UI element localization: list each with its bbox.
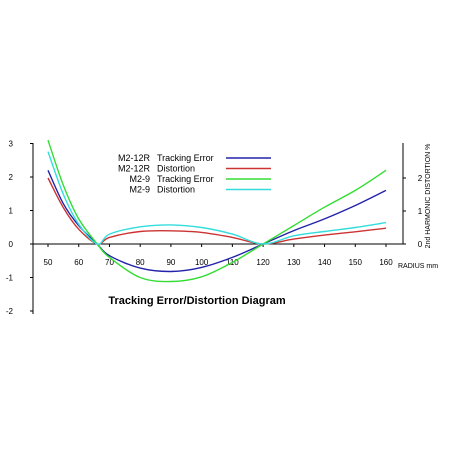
legend: M2-12R Tracking Error M2-12R Distortion M2-9…	[118, 153, 271, 195]
y-left-tick-label: 3	[9, 140, 14, 149]
legend-model-1: M2-12R	[118, 164, 151, 174]
series-line-0	[47, 170, 387, 273]
legend-name-1: Distortion	[157, 164, 195, 174]
x-tick-label: 60	[74, 258, 83, 267]
y-left-tick-label: -1	[6, 274, 14, 283]
x-tick-label: 120	[256, 258, 270, 267]
y-right-tick-label: 2	[418, 174, 423, 183]
x-tick-label: 160	[379, 258, 393, 267]
legend-model-3: M2-9	[129, 185, 150, 195]
x-tick-label: 70	[105, 258, 114, 267]
y-right-tick-label: 1	[418, 207, 423, 216]
y-left-tick-label: 0	[9, 240, 14, 249]
series-lines	[47, 139, 387, 283]
legend-name-0: Tracking Error	[157, 153, 214, 163]
x-tick-label: 50	[44, 258, 53, 267]
x-axis-title: RADIUS mm	[398, 263, 438, 270]
series-line-1	[47, 177, 387, 245]
x-tick-label: 130	[287, 258, 301, 267]
x-tick-label: 100	[195, 258, 209, 267]
y-right-tick-label: 0	[418, 240, 423, 249]
x-tick-label: 80	[136, 258, 145, 267]
series-line-2	[47, 139, 387, 283]
series-line-3	[47, 151, 387, 245]
x-tick-label: 90	[166, 258, 175, 267]
y-right-axis-title: 2nd HARMONIC DISTORTION %	[425, 144, 432, 249]
legend-model-0: M2-12R	[118, 153, 151, 163]
y-left-tick-label: 1	[9, 207, 14, 216]
legend-name-3: Distortion	[157, 185, 195, 195]
chart-title: Tracking Error/Distortion Diagram	[108, 295, 285, 307]
x-tick-label: 150	[349, 258, 363, 267]
y-left-tick-label: 2	[9, 173, 14, 182]
legend-model-2: M2-9	[129, 174, 150, 184]
x-tick-label: 140	[318, 258, 332, 267]
legend-name-2: Tracking Error	[157, 174, 214, 184]
y-left-tick-label: -2	[6, 307, 14, 316]
